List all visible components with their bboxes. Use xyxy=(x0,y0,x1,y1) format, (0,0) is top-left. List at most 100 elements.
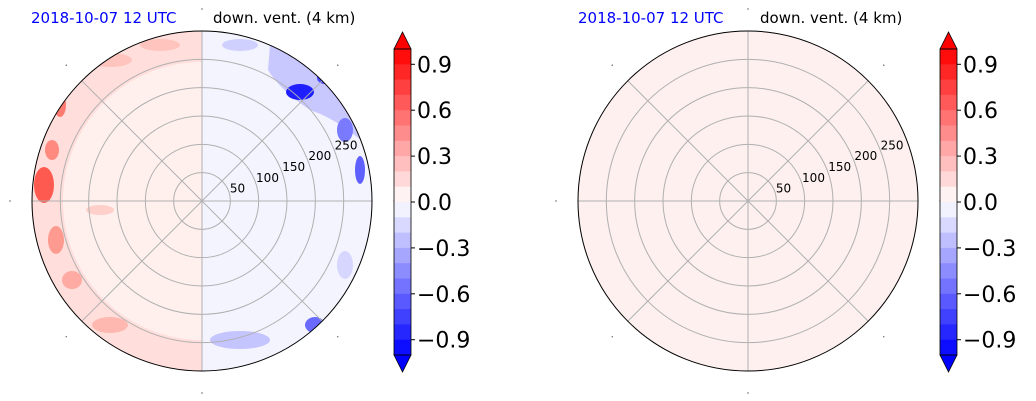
colorbar-level xyxy=(940,140,957,157)
radial-tick-label: 100 xyxy=(802,171,825,185)
angular-tick xyxy=(555,200,557,202)
colorbar-level xyxy=(940,110,957,126)
left-polar-grid xyxy=(9,8,395,394)
colorbar-level xyxy=(940,94,957,111)
angular-gridline xyxy=(201,200,323,322)
left-polar-frame xyxy=(31,30,373,372)
right-panel: 2018-10-07 12 UTC down. vent. (4 km) 50 1… xyxy=(555,8,1016,394)
positive-anomaly xyxy=(329,76,335,88)
colorbar-level xyxy=(394,263,411,279)
positive-anomaly xyxy=(86,205,114,215)
angular-gridline xyxy=(201,80,323,202)
angular-gridline xyxy=(81,200,203,322)
colorbar-level xyxy=(940,339,957,356)
colorbar-level xyxy=(394,94,411,111)
colorbar-tick-label: −0.9 xyxy=(417,329,470,354)
colorbar-level xyxy=(394,110,411,126)
angular-tick xyxy=(9,200,11,202)
angular-tick xyxy=(201,8,203,10)
colorbar-level xyxy=(940,217,957,234)
angular-gridline xyxy=(81,80,203,202)
negative-anomaly xyxy=(337,251,353,279)
angular-tick xyxy=(65,336,67,338)
colorbar-level xyxy=(940,324,957,341)
colorbar-extend-max xyxy=(393,31,412,50)
radial-tick-label: 100 xyxy=(256,171,279,185)
negative-anomaly xyxy=(222,39,258,51)
colorbar-level xyxy=(394,247,411,264)
radial-tick-label: 50 xyxy=(776,182,791,196)
colorbar-extend-min xyxy=(393,354,412,373)
colorbar-tick-label: 0.0 xyxy=(417,191,452,216)
angular-tick xyxy=(747,8,749,10)
angular-tick xyxy=(65,64,67,66)
colorbar-tick-label: 0.6 xyxy=(963,99,998,124)
colorbar-tick-label: 0.3 xyxy=(963,145,998,170)
colorbar-tick-label: 0.9 xyxy=(963,53,998,78)
radial-tick-label: 50 xyxy=(230,182,245,196)
left-title-date: 2018-10-07 12 UTC xyxy=(31,9,177,27)
colorbar-level xyxy=(394,125,411,142)
radial-tick-label: 200 xyxy=(308,149,331,163)
colorbar-tick-label: 0.9 xyxy=(417,53,452,78)
colorbar-level xyxy=(394,202,411,218)
colorbar-tick-label: 0.3 xyxy=(417,145,452,170)
radial-tick-label: 200 xyxy=(854,149,877,163)
colorbar-tick-label: −0.6 xyxy=(417,283,470,308)
left-title-variable: down. vent. (4 km) xyxy=(213,9,355,27)
right-colorbar: 0.9 0.6 0.3 0.0 −0.3 −0.6 −0.9 xyxy=(939,31,1016,373)
angular-tick xyxy=(883,336,885,338)
colorbar-level xyxy=(394,140,411,157)
colorbar-level xyxy=(394,278,411,295)
right-polar-frame xyxy=(577,30,919,372)
positive-anomaly xyxy=(62,271,82,289)
radial-tick-label: 150 xyxy=(828,160,851,174)
negative-anomaly xyxy=(305,317,325,333)
colorbar-level xyxy=(940,278,957,295)
positive-anomaly xyxy=(48,226,64,254)
colorbar-level xyxy=(394,293,411,310)
colorbar-level xyxy=(940,293,957,310)
angular-tick xyxy=(611,336,613,338)
colorbar-level xyxy=(940,186,957,203)
radial-tick-label: 250 xyxy=(881,138,904,152)
colorbar-level xyxy=(940,156,957,172)
colorbar-level xyxy=(940,49,957,65)
colorbar-level xyxy=(940,171,957,188)
colorbar-level xyxy=(940,263,957,279)
angular-gridline xyxy=(747,200,869,322)
radial-tick-label: 150 xyxy=(282,160,305,174)
positive-anomaly xyxy=(92,317,128,333)
angular-tick xyxy=(337,64,339,66)
left-colorbar: 0.9 0.6 0.3 0.0 −0.3 −0.6 −0.9 xyxy=(393,31,470,373)
angular-gridline xyxy=(627,80,749,202)
positive-anomaly xyxy=(45,140,59,160)
positive-anomaly xyxy=(140,39,180,51)
negative-anomaly xyxy=(355,156,365,184)
positive-anomaly xyxy=(34,167,54,203)
colorbar-tick-label: −0.6 xyxy=(963,283,1016,308)
colorbar-level xyxy=(394,171,411,188)
right-title-date: 2018-10-07 12 UTC xyxy=(578,9,724,27)
colorbar-extend-min xyxy=(939,354,958,373)
colorbar-extend-max xyxy=(939,31,958,50)
angular-tick xyxy=(201,392,203,394)
colorbar-level xyxy=(394,64,411,81)
colorbar-level xyxy=(940,125,957,142)
negative-anomaly xyxy=(210,331,270,349)
angular-tick xyxy=(611,64,613,66)
colorbar-level xyxy=(394,217,411,234)
angular-tick xyxy=(337,336,339,338)
colorbar-level xyxy=(394,339,411,356)
colorbar-tick-label: −0.9 xyxy=(963,329,1016,354)
negative-anomaly xyxy=(337,118,353,142)
colorbar-level xyxy=(940,79,957,96)
colorbar-tick-label: 0.6 xyxy=(417,99,452,124)
left-panel: 2018-10-07 12 UTC down. vent. (4 km) xyxy=(9,8,470,394)
colorbar-level xyxy=(940,64,957,81)
angular-tick xyxy=(883,64,885,66)
colorbar-level xyxy=(394,309,411,325)
radial-tick-label: 250 xyxy=(335,138,358,152)
